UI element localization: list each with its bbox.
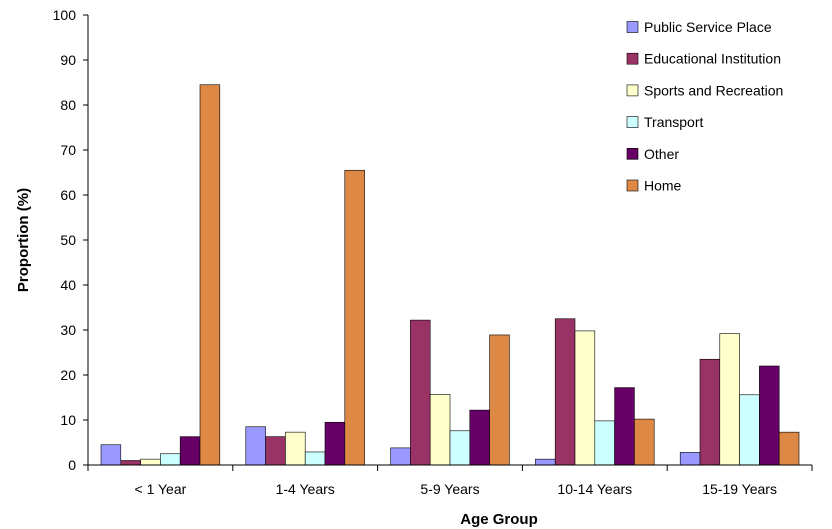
y-tick-label: 60: [60, 187, 76, 203]
bar-other-1: [324, 421, 346, 466]
y-tick-label: 0: [68, 457, 76, 473]
bar-educational-institution-3: [554, 318, 576, 466]
y-tick-label: 30: [60, 322, 76, 338]
bar-educational-institution-2: [410, 319, 431, 466]
bar-other-3: [614, 387, 635, 466]
x-tick-label: 10-14 Years: [557, 481, 632, 497]
bar-transport-0: [160, 453, 181, 466]
legend-swatch-home: [626, 179, 639, 192]
bar-home-0: [199, 84, 221, 466]
legend-swatch-other: [626, 148, 639, 160]
y-tick-label: 10: [60, 412, 76, 428]
bar-sports-and-recreation-4: [719, 333, 740, 466]
legend-label: Educational Institution: [644, 51, 781, 67]
x-tick-label: 15-19 Years: [702, 481, 777, 497]
legend-label: Sports and Recreation: [644, 82, 783, 98]
bar-sports-and-recreation-2: [429, 394, 451, 466]
bars-group: [100, 84, 800, 466]
bar-home-4: [778, 431, 800, 466]
bar-public-service-place-0: [100, 444, 122, 466]
bar-public-service-place-3: [535, 458, 556, 466]
y-tick-label: 90: [60, 52, 76, 68]
bar-public-service-place-4: [679, 452, 701, 466]
y-tick-label: 70: [60, 142, 76, 158]
bar-home-3: [634, 418, 655, 466]
bar-other-4: [759, 365, 780, 466]
legend-label: Other: [644, 146, 679, 162]
x-tick-label: < 1 Year: [135, 481, 187, 497]
x-axis-title: Age Group: [460, 511, 538, 528]
x-tick-label: 1-4 Years: [276, 481, 335, 497]
bar-educational-institution-4: [699, 358, 721, 466]
bar-sports-and-recreation-1: [285, 431, 306, 466]
legend-swatch-sports-and-recreation: [626, 84, 639, 97]
bar-public-service-place-1: [245, 426, 266, 466]
bar-educational-institution-0: [120, 460, 141, 466]
y-axis-title: Proportion (%): [15, 188, 32, 292]
legend: Public Service Place Educational Institut…: [626, 19, 783, 194]
legend-swatch-transport: [626, 116, 639, 128]
bar-public-service-place-2: [390, 447, 411, 466]
bar-other-2: [469, 409, 490, 466]
legend-swatch-public-service-place: [626, 21, 639, 33]
x-ticks-group: < 1 Year 1-4 Years 5-9 Years 10-14 Years 15-…: [87, 465, 813, 497]
bar-other-0: [179, 436, 201, 466]
bar-transport-2: [449, 430, 471, 466]
bar-sports-and-recreation-3: [574, 330, 596, 466]
y-tick-label: 20: [60, 367, 76, 383]
bar-transport-4: [739, 394, 760, 466]
y-tick-label: 80: [60, 97, 76, 113]
y-ticks-group: 0 10 20 30 40 50 60 70 80 90 100: [53, 7, 88, 473]
bar-educational-institution-1: [265, 436, 286, 466]
legend-label: Home: [644, 178, 682, 194]
bar-transport-1: [304, 451, 326, 466]
bar-home-2: [489, 334, 510, 466]
legend-swatch-educational-institution: [626, 52, 639, 65]
legend-label: Transport: [644, 114, 704, 130]
y-tick-label: 100: [53, 7, 77, 23]
legend-label: Public Service Place: [644, 19, 772, 35]
bar-home-1: [344, 169, 365, 466]
bar-transport-3: [594, 420, 615, 466]
bar-sports-and-recreation-0: [140, 458, 161, 466]
y-tick-label: 40: [60, 277, 76, 293]
x-tick-label: 5-9 Years: [420, 481, 479, 497]
y-tick-label: 50: [60, 232, 76, 248]
